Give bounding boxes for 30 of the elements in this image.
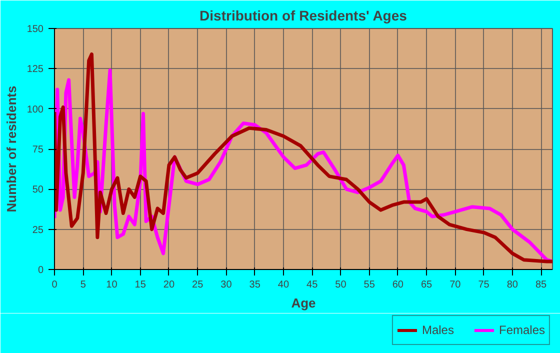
x-tick-label: 60 <box>392 280 404 290</box>
x-tick-label: 80 <box>506 280 518 290</box>
x-tick-label: 75 <box>478 280 490 290</box>
y-tick-label: 0 <box>38 265 44 276</box>
y-tick-label: 125 <box>26 64 44 76</box>
y-tick-label: 75 <box>32 144 44 156</box>
legend-label: Females <box>498 323 545 337</box>
x-tick-label: 25 <box>192 280 204 290</box>
x-tick-label: 40 <box>278 280 290 290</box>
x-tick-label: 20 <box>163 280 175 290</box>
x-tick-label: 65 <box>421 280 433 290</box>
chart-title: Distribution of Residents' Ages <box>200 8 408 24</box>
x-tick-label: 70 <box>450 280 462 290</box>
x-tick-label: 15 <box>134 280 146 290</box>
y-tick-label: 50 <box>32 184 44 196</box>
x-tick-label: 50 <box>335 280 347 290</box>
x-tick-label: 35 <box>249 280 261 290</box>
x-tick-label: 0 <box>52 280 58 290</box>
x-axis-title: Age <box>291 296 316 310</box>
x-tick-label: 85 <box>535 280 548 290</box>
x-tick-label: 30 <box>220 280 232 290</box>
x-tick-label: 10 <box>106 280 118 290</box>
x-tick-label: 45 <box>306 280 318 290</box>
x-tick-label: 55 <box>364 280 376 290</box>
x-tick-label: 5 <box>80 280 86 290</box>
legend-label: Males <box>422 323 454 337</box>
y-tick-label: 100 <box>26 104 44 116</box>
y-tick-label: 25 <box>32 224 44 236</box>
y-axis-title: Number of residents <box>4 86 19 212</box>
y-tick-label: 150 <box>26 24 44 35</box>
